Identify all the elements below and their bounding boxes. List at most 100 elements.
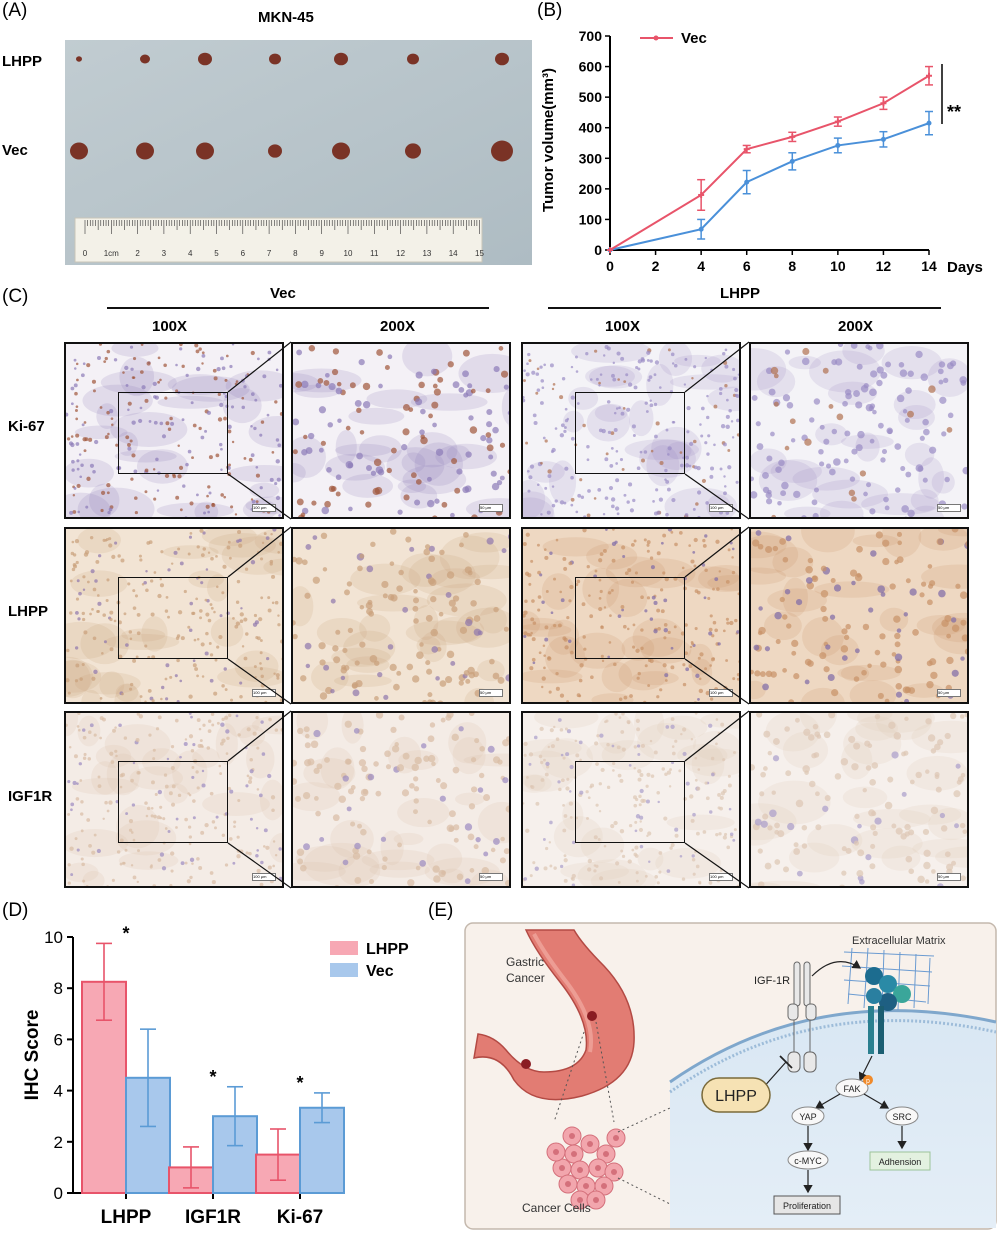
nucleus xyxy=(634,571,638,575)
nucleus xyxy=(187,552,191,556)
nucleus xyxy=(211,723,215,727)
nucleus xyxy=(227,424,232,429)
nucleus xyxy=(202,531,206,535)
nucleus xyxy=(74,409,78,412)
nucleus xyxy=(181,364,185,368)
nucleus xyxy=(724,348,728,352)
nucleus xyxy=(350,785,356,790)
nucleus xyxy=(150,612,155,617)
row-label-ki67: Ki-67 xyxy=(8,418,45,435)
ruler-label: 3 xyxy=(162,249,167,258)
nucleus xyxy=(279,412,282,416)
nucleus xyxy=(332,814,340,822)
stain-patch xyxy=(840,665,870,682)
nucleus xyxy=(219,772,223,775)
nucleus xyxy=(175,817,179,821)
nucleus xyxy=(323,380,330,386)
nucleus xyxy=(179,508,183,512)
tumor-vec xyxy=(136,142,154,160)
nucleus xyxy=(801,824,808,831)
nucleus xyxy=(75,560,79,565)
nucleus xyxy=(145,588,149,593)
nucleus xyxy=(220,468,223,472)
nucleus xyxy=(772,545,779,552)
nucleus xyxy=(717,731,721,735)
cancer-cell-nucleus xyxy=(583,1183,589,1189)
nucleus xyxy=(736,433,739,437)
nucleus xyxy=(708,631,713,636)
nucleus xyxy=(869,508,876,515)
nucleus xyxy=(92,389,96,393)
nucleus xyxy=(719,391,723,396)
nucleus xyxy=(669,768,672,771)
nucleus xyxy=(831,359,838,366)
nucleus xyxy=(683,383,687,386)
nucleus xyxy=(615,449,619,453)
nucleus xyxy=(793,490,801,499)
nucleus xyxy=(876,344,884,350)
nucleus xyxy=(555,671,559,676)
nucleus xyxy=(318,642,326,650)
nucleus xyxy=(83,752,87,756)
nucleus xyxy=(631,424,636,429)
nucleus xyxy=(129,637,133,641)
nucleus xyxy=(930,671,938,680)
stain-patch xyxy=(646,363,674,406)
nucleus xyxy=(645,784,649,788)
stain-patch xyxy=(549,460,577,504)
nucleus xyxy=(842,400,848,407)
nucleus xyxy=(490,847,496,853)
nucleus xyxy=(936,538,944,546)
stain-patch xyxy=(459,532,509,553)
stain-patch xyxy=(202,792,270,817)
nucleus xyxy=(402,428,410,436)
nucleus xyxy=(81,611,85,616)
nucleus xyxy=(760,771,766,778)
nucleus xyxy=(113,619,117,623)
nucleus xyxy=(407,879,415,886)
nucleus xyxy=(347,788,355,795)
nucleus xyxy=(280,639,282,644)
nucleus xyxy=(175,389,179,393)
nucleus xyxy=(586,816,589,820)
nucleus xyxy=(652,500,655,503)
nucleus xyxy=(426,476,432,482)
nucleus xyxy=(219,614,223,618)
nucleus xyxy=(419,429,425,435)
stain-patch xyxy=(66,621,117,660)
nucleus xyxy=(937,739,944,746)
nucleus xyxy=(927,734,936,742)
nucleus xyxy=(614,540,618,544)
nucleus xyxy=(628,482,633,487)
nucleus xyxy=(296,848,305,856)
d-ytick-label: 4 xyxy=(54,1082,63,1101)
nucleus xyxy=(793,842,799,848)
nucleus xyxy=(136,631,141,636)
nucleus xyxy=(697,656,701,660)
nucleus xyxy=(360,828,367,836)
nucleus xyxy=(487,745,495,753)
nucleus xyxy=(667,348,671,352)
nucleus xyxy=(649,403,654,408)
nucleus xyxy=(555,686,560,691)
nucleus xyxy=(851,703,857,704)
nucleus xyxy=(259,882,264,886)
nucleus xyxy=(115,443,119,447)
nucleus xyxy=(547,656,552,661)
nucleus xyxy=(159,378,162,382)
nucleus xyxy=(674,542,678,547)
nucleus xyxy=(470,388,476,394)
tumor-photo: 0 1cm 2 3 4 5 6 7 8 9 10 11 12 13 14 15 xyxy=(65,40,532,265)
nucleus xyxy=(312,535,318,540)
nucleus xyxy=(582,529,587,533)
nucleus xyxy=(403,494,410,501)
nucleus xyxy=(144,398,149,403)
nucleus xyxy=(114,749,118,753)
nucleus xyxy=(67,780,71,784)
nucleus xyxy=(255,853,259,858)
nucleus xyxy=(849,476,856,482)
nucleus xyxy=(626,500,630,504)
nucleus xyxy=(293,418,300,426)
nucleus xyxy=(939,396,947,404)
